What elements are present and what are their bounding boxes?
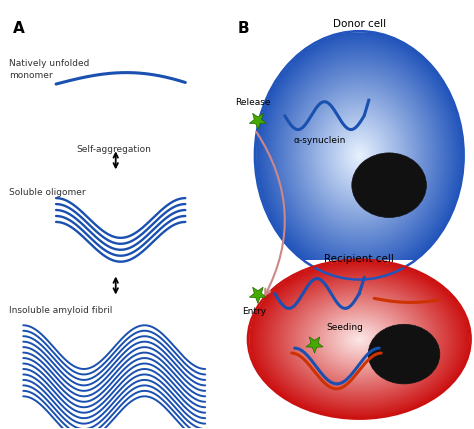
Text: B: B [238,21,250,36]
Polygon shape [249,287,266,303]
Polygon shape [306,337,323,353]
Polygon shape [249,113,266,130]
Text: Donor cell: Donor cell [333,19,386,29]
Text: Natively unfolded
monomer: Natively unfolded monomer [9,59,90,80]
Text: Insoluble amyloid fibril: Insoluble amyloid fibril [9,306,113,315]
Text: Seeding: Seeding [327,323,364,332]
Text: A: A [13,21,25,36]
Text: Recipient cell: Recipient cell [324,254,394,264]
Ellipse shape [368,324,440,384]
Text: Release: Release [235,98,271,107]
Ellipse shape [352,153,427,218]
Text: Entry: Entry [242,308,266,317]
Text: α-synuclein: α-synuclein [293,136,346,145]
Text: Soluble oligomer: Soluble oligomer [9,188,86,197]
Text: Self-aggregation: Self-aggregation [76,145,151,154]
